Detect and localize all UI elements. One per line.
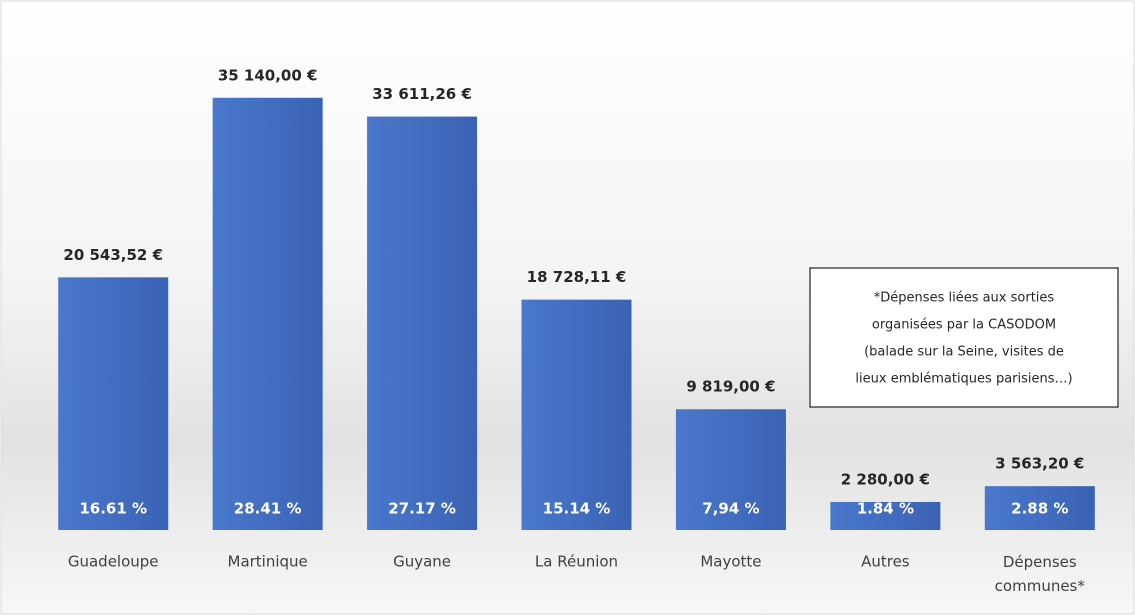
- bar: [830, 501, 941, 530]
- value-label: 9 819,00 €: [686, 378, 775, 396]
- x-tick-label: Guyane: [393, 553, 451, 571]
- annotation-box: [809, 267, 1119, 408]
- x-tick-label: Mayotte: [700, 553, 761, 571]
- value-label: 18 728,11 €: [527, 268, 627, 286]
- percent-label: 27.17 %: [388, 500, 456, 518]
- annotation-text: lieux emblématiques parisiens…): [855, 372, 1072, 387]
- bar: [521, 299, 632, 530]
- percent-label: 16.61 %: [79, 500, 147, 518]
- annotation-text: organisées par la CASODOM: [872, 318, 1056, 333]
- percent-label: 15.14 %: [543, 500, 611, 518]
- x-tick-label: Guadeloupe: [68, 553, 159, 571]
- bar: [675, 409, 786, 530]
- percent-label: 1.84 %: [857, 500, 914, 518]
- value-label: 2 280,00 €: [841, 470, 930, 488]
- bar: [58, 277, 169, 530]
- x-tick-label: Martinique: [228, 553, 308, 571]
- value-label: 33 611,26 €: [372, 85, 472, 103]
- value-label: 3 563,20 €: [995, 455, 1084, 473]
- bar: [367, 116, 478, 530]
- x-tick-label: Autres: [861, 553, 910, 571]
- bar: [212, 97, 323, 530]
- percent-label: 2.88 %: [1011, 500, 1068, 518]
- bar: [984, 486, 1095, 530]
- value-label: 35 140,00 €: [218, 66, 318, 84]
- x-tick-label: La Réunion: [535, 553, 618, 571]
- x-tick-label: Dépenses communes*: [995, 553, 1086, 595]
- value-label: 20 543,52 €: [63, 246, 163, 264]
- annotation-text: (balade sur la Seine, visites de: [864, 345, 1064, 360]
- percent-label: 28.41 %: [234, 500, 302, 518]
- percent-label: 7,94 %: [702, 500, 759, 518]
- annotation-text: *Dépenses liées aux sorties: [874, 291, 1055, 306]
